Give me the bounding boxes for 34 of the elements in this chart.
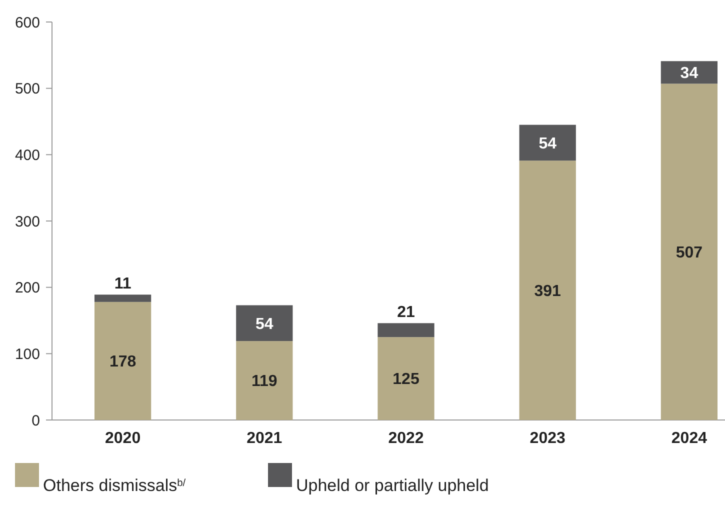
data-label: 34	[680, 65, 698, 82]
y-tick-label: 100	[14, 346, 40, 363]
x-tick-label: 2022	[388, 430, 424, 447]
legend-label: Upheld or partially upheld	[296, 476, 489, 495]
data-label: 178	[109, 354, 136, 371]
y-tick-label: 400	[14, 146, 40, 164]
x-tick-label: 2023	[530, 430, 566, 447]
data-label: 119	[251, 373, 278, 390]
x-tick-label: 2024	[671, 430, 708, 447]
bar	[660, 61, 718, 84]
data-label: 21	[397, 304, 415, 322]
bar	[660, 84, 718, 420]
y-tick-label: 500	[14, 80, 40, 98]
bar	[378, 323, 434, 338]
y-tick-label: 0	[32, 412, 40, 430]
data-label: 11	[114, 276, 132, 293]
data-label: 125	[392, 371, 420, 388]
bar	[236, 305, 293, 342]
data-label: 54	[256, 316, 274, 333]
y-tick-label: 600	[14, 14, 40, 32]
bar	[236, 341, 293, 420]
data-label: 54	[538, 135, 557, 152]
bar	[378, 337, 434, 420]
bar	[94, 302, 152, 420]
bar	[519, 160, 576, 420]
bar	[519, 124, 576, 161]
y-tick-label: 200	[14, 280, 40, 297]
legend-label: Others dismissals$^{b/}$	[43, 476, 186, 495]
y-tick-label: 300	[14, 213, 40, 230]
data-label: 391	[534, 282, 562, 300]
bar	[94, 294, 152, 302]
x-tick-label: 2021	[246, 430, 282, 447]
x-tick-label: 2020	[105, 430, 141, 447]
data-label: 507	[676, 244, 703, 262]
